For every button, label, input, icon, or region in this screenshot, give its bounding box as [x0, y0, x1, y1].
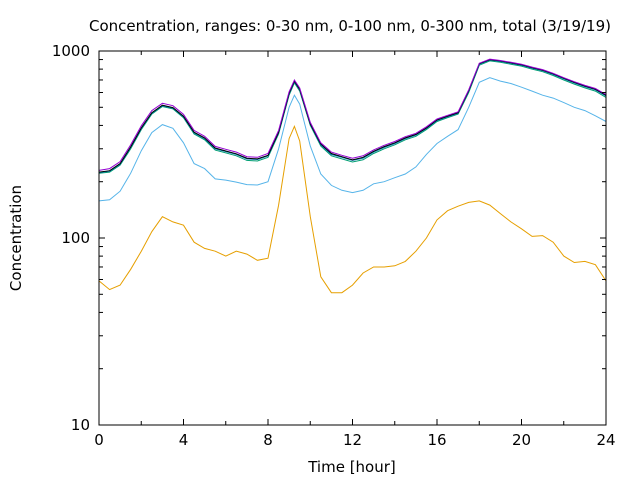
x-tick-label: 8 [263, 431, 273, 449]
series-line-2 [98, 77, 607, 202]
x-tick-label: 24 [596, 431, 615, 449]
series-line-5 [98, 59, 607, 173]
axis-tick-labels: 0 4 8 12 16 20 24 10 100 1000 [52, 42, 616, 449]
y-tick-label: 100 [61, 229, 90, 247]
y-axis-label: Concentration [7, 185, 25, 291]
x-tick-label: 12 [343, 431, 362, 449]
series-lines [98, 58, 607, 294]
series-line-4 [98, 59, 607, 173]
x-tick-label: 0 [94, 431, 104, 449]
series-line-3 [98, 60, 607, 174]
x-tick-label: 20 [512, 431, 531, 449]
y-tick-label: 1000 [52, 42, 90, 60]
axis-ticks [98, 50, 607, 426]
series-line-6 [98, 58, 607, 171]
y-tick-label: 10 [71, 416, 90, 434]
series-line-1 [98, 125, 607, 294]
chart-title: Concentration, ranges: 0-30 nm, 0-100 nm… [89, 17, 611, 35]
x-tick-label: 16 [427, 431, 446, 449]
x-axis-label: Time [hour] [307, 458, 396, 476]
x-tick-label: 4 [179, 431, 189, 449]
